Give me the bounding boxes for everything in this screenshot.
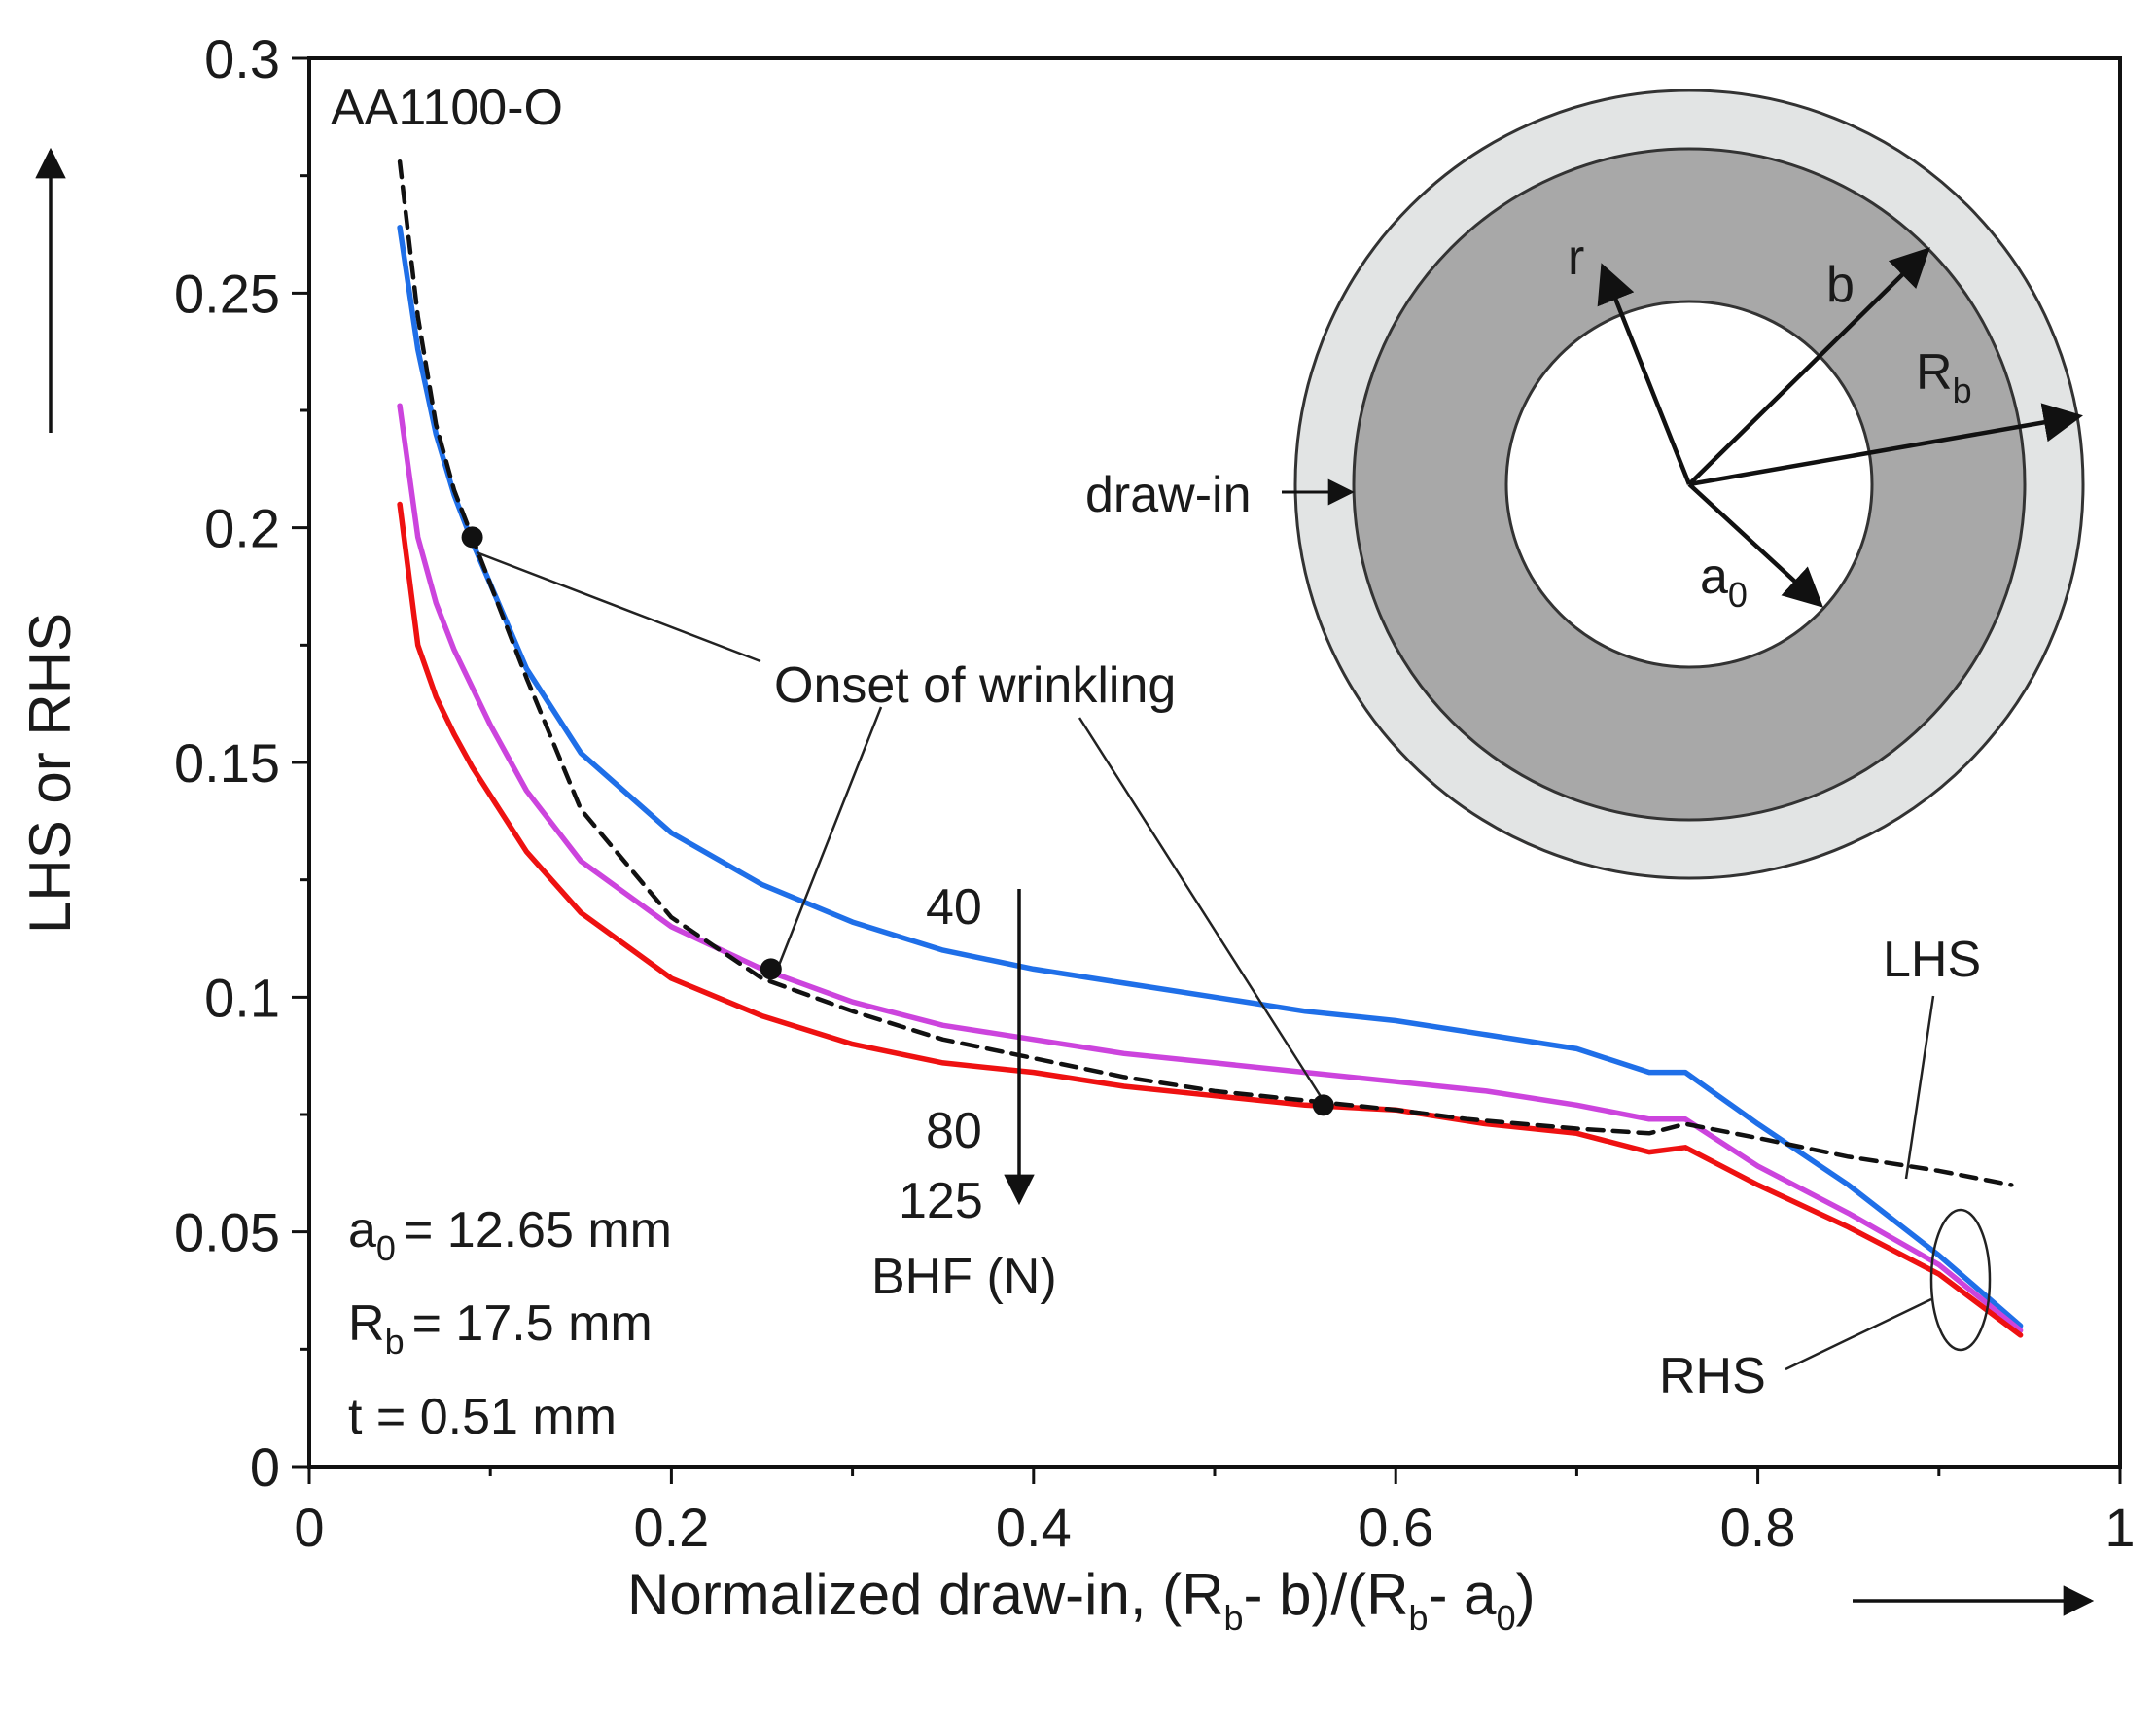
y-tick-label: 0 — [250, 1436, 280, 1498]
onset-callout-line-2 — [774, 706, 883, 974]
inset-r-label: r — [1568, 230, 1584, 286]
inset-a0-arrow — [1687, 482, 1823, 608]
inset-r-arrow — [1597, 263, 1692, 485]
y-axis-title: LHS or RHS — [18, 613, 83, 934]
onset-label: Onset of wrinkling — [774, 657, 1176, 714]
onset-points — [461, 526, 1334, 1116]
onset-callout-line-1 — [476, 550, 761, 663]
onset-callout-line-3 — [1078, 717, 1330, 1110]
inset-a0-label: a0 — [1700, 549, 1748, 615]
y-tick-label: 0.2 — [204, 498, 280, 559]
x-tick-label: 1 — [2104, 1497, 2135, 1558]
lhs-label: LHS — [1883, 932, 1981, 988]
inset-rb-label: Rb — [1916, 344, 1972, 410]
onset-callouts — [476, 550, 1330, 1110]
onset-point — [1312, 1094, 1334, 1116]
inset-b-arrow — [1687, 247, 1930, 486]
inset-b-label: b — [1826, 257, 1855, 313]
x-tick-label: 0.4 — [996, 1497, 1072, 1558]
series-line-80 — [397, 403, 2024, 1333]
param-a0: a0 = 12.65 mm — [348, 1202, 672, 1268]
lhs-callout-line — [1904, 995, 1935, 1180]
param-rb: Rb = 17.5 mm — [348, 1295, 653, 1362]
material-title: AA1100-O — [331, 80, 563, 136]
y-tick-label: 0.1 — [204, 967, 280, 1028]
rhs-ellipse — [1929, 1208, 1992, 1352]
y-tick-label: 0.15 — [174, 732, 280, 794]
inset-draw-in-label: draw-in — [1085, 467, 1252, 523]
y-tick-label: 0.25 — [174, 263, 280, 324]
x-tick-label: 0 — [294, 1497, 324, 1558]
x-tick-label: 0.8 — [1720, 1497, 1796, 1558]
x-tick-label: 0.2 — [633, 1497, 709, 1558]
series-line-125 — [397, 501, 2024, 1338]
x-axis-title: Normalized draw-in, (Rb- b)/(Rb- a0) — [627, 1562, 1536, 1638]
series-label-80: 80 — [926, 1103, 982, 1159]
onset-point — [461, 526, 483, 549]
series-label-125: 125 — [899, 1173, 983, 1229]
param-t: t = 0.51 mm — [348, 1389, 617, 1445]
x-axis-ticks: 0 0.2 0.4 0.6 0.8 1 — [294, 1467, 2136, 1558]
x-tick-label: 0.6 — [1358, 1497, 1433, 1558]
inset-diagram: draw-in r b Rb a0 — [1085, 89, 2085, 880]
y-tick-label: 0.05 — [174, 1202, 280, 1263]
bhf-title: BHF (N) — [871, 1249, 1057, 1305]
y-axis-ticks: 0 0.05 0.1 0.15 0.2 0.25 0.3 — [174, 28, 309, 1498]
rhs-label: RHS — [1659, 1348, 1766, 1404]
y-tick-label: 0.3 — [204, 28, 280, 89]
rhs-callout-line — [1785, 1297, 1932, 1371]
series-label-40: 40 — [926, 879, 982, 936]
inset-rb-arrow — [1688, 403, 2083, 487]
onset-point — [760, 958, 782, 980]
